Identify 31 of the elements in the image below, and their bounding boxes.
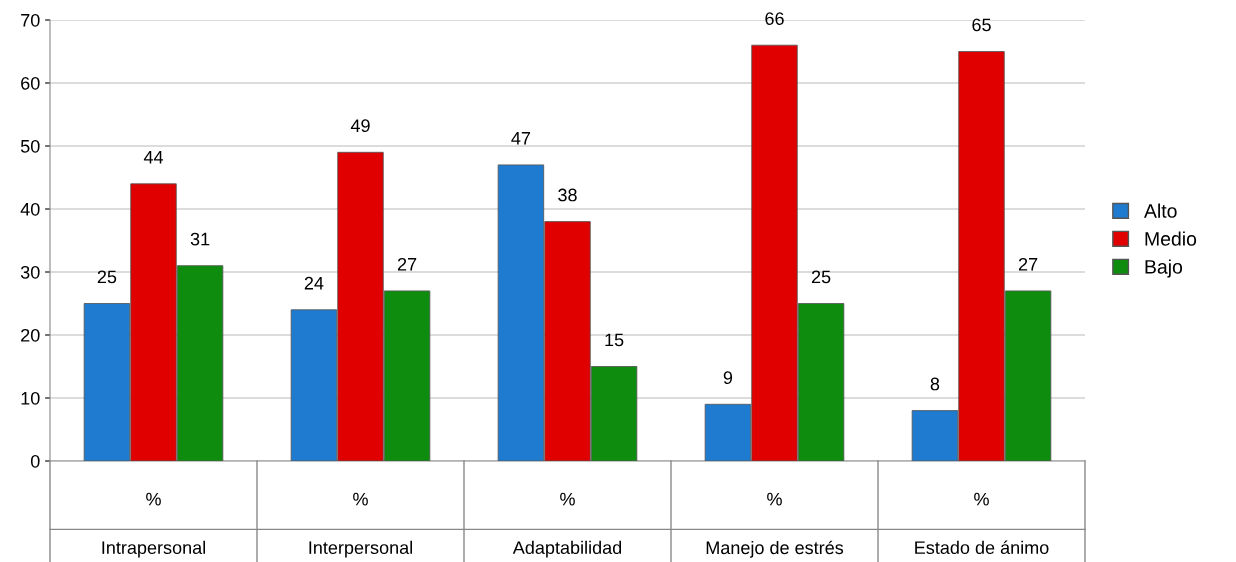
y-tick-label: 60 — [21, 76, 40, 90]
y-tick-label: 40 — [20, 202, 40, 216]
data-label: 15 — [605, 333, 624, 347]
category-label: % Estado de ánimo — [915, 492, 1049, 555]
y-tick-label: 70 — [21, 13, 40, 27]
y-tick-label: 10 — [21, 391, 40, 405]
legend-label: Bajo — [1145, 259, 1183, 278]
data-label: 31 — [190, 232, 210, 246]
data-label: 38 — [558, 188, 577, 202]
category-label: % Intrapersonal — [102, 492, 205, 558]
y-tick-label: 20 — [21, 328, 40, 342]
y-tick-label: 30 — [20, 265, 40, 279]
y-tick-label: 50 — [20, 139, 40, 153]
data-label: 27 — [397, 257, 417, 271]
data-label: 27 — [1018, 257, 1038, 271]
data-label: 47 — [511, 132, 531, 145]
category-label: % Manejo de estrés — [706, 492, 844, 558]
data-label: 44 — [143, 150, 164, 164]
y-tick-label: 0 — [30, 454, 40, 468]
data-label: 65 — [972, 18, 991, 32]
data-label: 49 — [350, 119, 370, 133]
data-label: 25 — [97, 270, 117, 284]
legend-label: Medio — [1145, 231, 1197, 246]
data-label: 66 — [765, 12, 784, 25]
data-label: 8 — [930, 377, 940, 391]
data-label: 9 — [723, 371, 733, 385]
category-label: % Adaptabilidad — [512, 492, 622, 558]
category-label: % Interpersonal — [309, 492, 412, 558]
legend-label: Alto — [1144, 203, 1177, 218]
data-label: 25 — [811, 270, 831, 284]
data-label: 24 — [304, 276, 324, 290]
